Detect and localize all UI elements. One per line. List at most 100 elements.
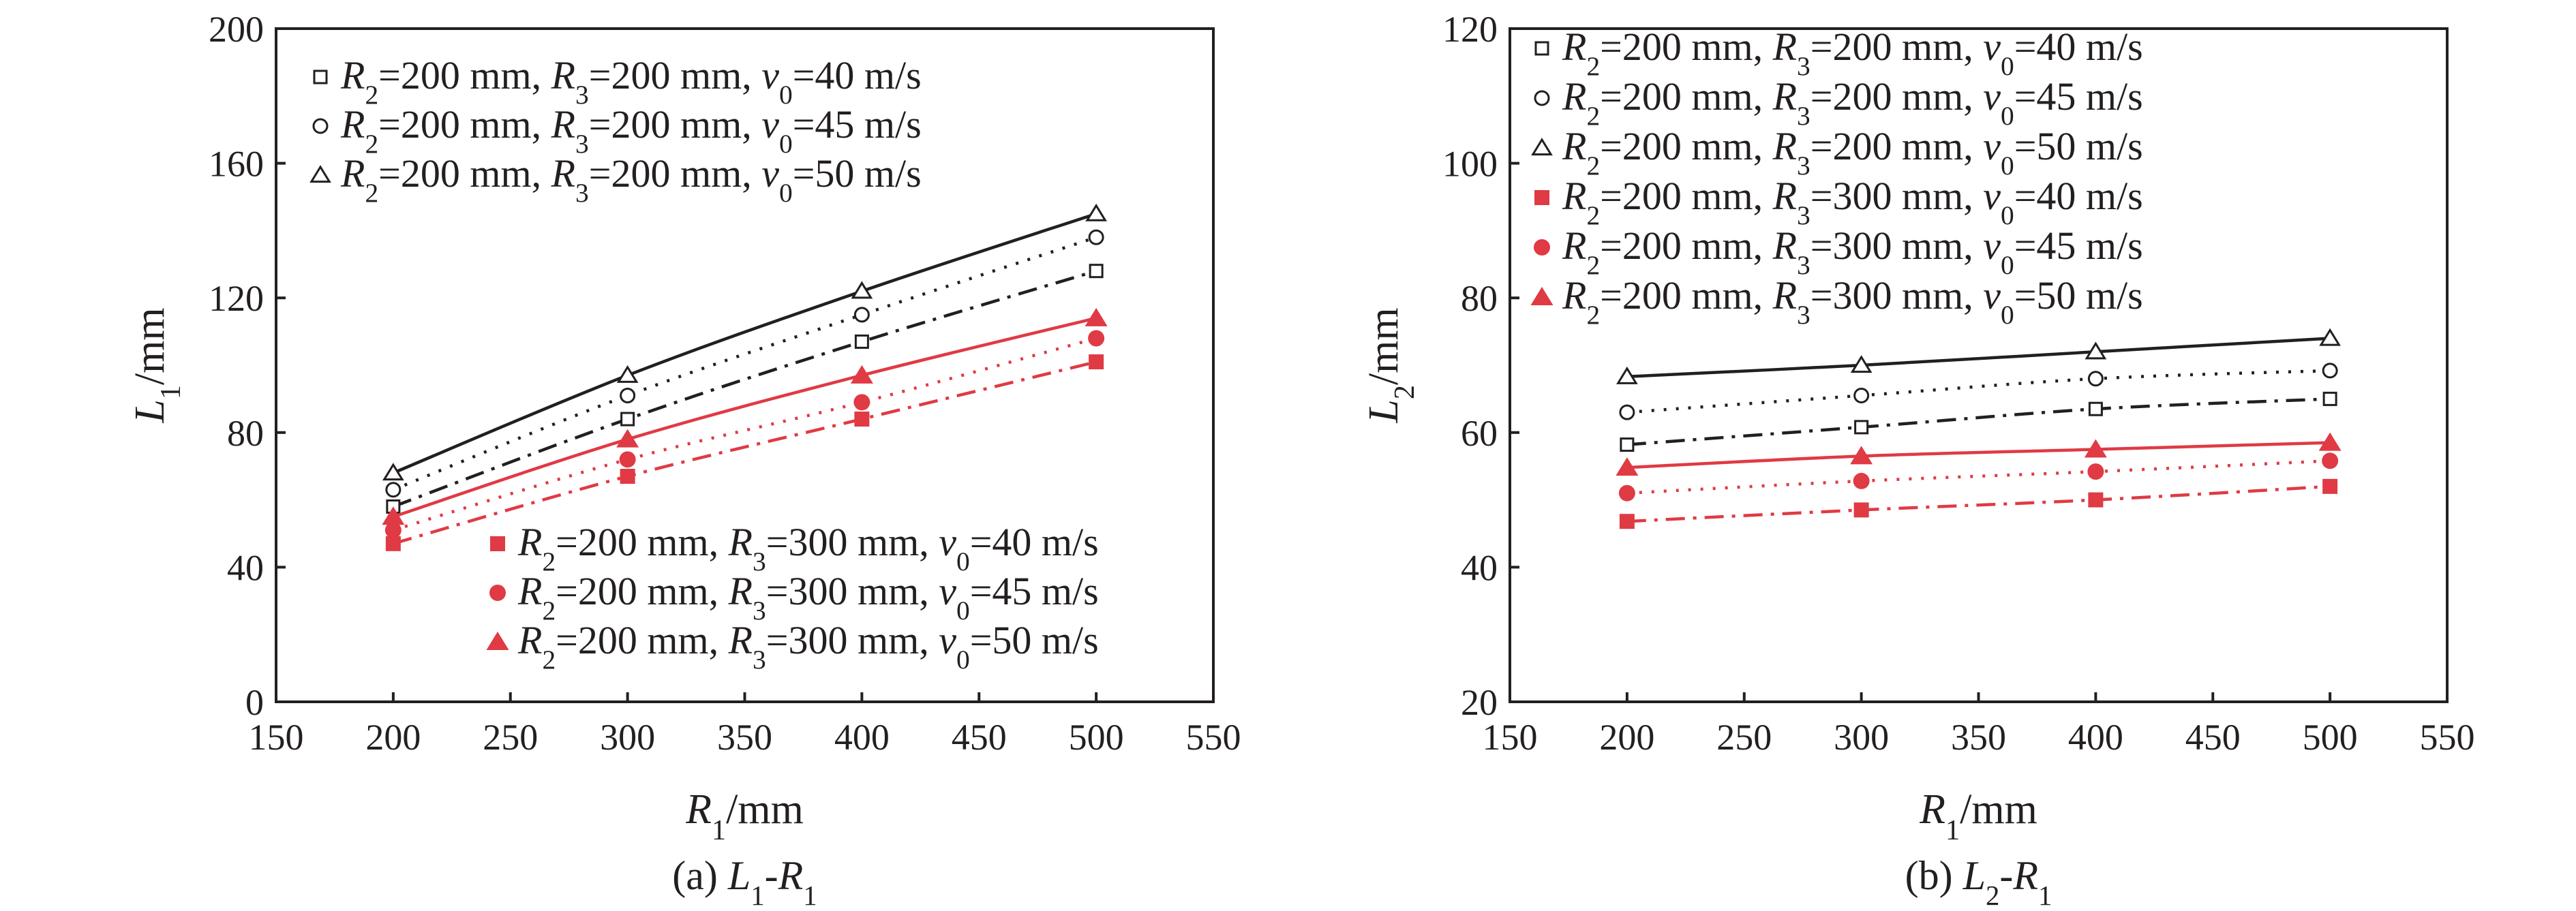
legend: R2=200 mm, R3=200 mm, v0=40 m/sR2=200 mm… (309, 53, 922, 208)
data-point (2322, 478, 2338, 494)
data-point (2087, 371, 2104, 387)
series-line (393, 269, 1097, 508)
series-4 (385, 354, 1104, 551)
x-tick-label: 300 (600, 717, 655, 758)
legend-entry: R2=200 mm, R3=200 mm, v0=40 m/s (1562, 25, 2143, 81)
x-tick-label: 400 (834, 717, 890, 758)
series-5 (384, 330, 1105, 539)
series-line (1626, 484, 2331, 523)
panel-caption: (a) L1-R1 (672, 853, 817, 911)
data-point (1853, 502, 1869, 518)
series-line (393, 236, 1097, 491)
data-point (385, 482, 401, 498)
series-3 (1616, 328, 2341, 384)
data-point (1616, 457, 1639, 476)
data-point (2087, 463, 2104, 480)
legend-marker (309, 165, 331, 183)
data-point (1085, 203, 1107, 221)
data-point (384, 522, 401, 539)
legend-entry: R2=200 mm, R3=300 mm, v0=50 m/s (517, 618, 1099, 675)
series-2 (385, 229, 1104, 498)
y-tick-label: 200 (209, 9, 264, 50)
series-line (393, 337, 1097, 532)
series-line (1626, 369, 2331, 414)
y-tick-label: 160 (209, 144, 264, 185)
data-point (2088, 401, 2103, 416)
data-point (1616, 366, 1638, 384)
x-tick-label: 300 (1834, 717, 1889, 758)
data-point (1085, 307, 1108, 326)
panel-caption: (b) L2-R1 (1905, 853, 2052, 911)
data-point (616, 429, 639, 448)
x-tick-label: 250 (1716, 717, 1772, 758)
x-tick-label: 400 (2068, 717, 2123, 758)
legend-marker (1530, 287, 1554, 305)
legend: R2=200 mm, R3=300 mm, v0=40 m/s R2=200 mm… (486, 520, 1099, 675)
legend-marker (312, 118, 329, 134)
series-2 (1619, 362, 2338, 420)
y-tick-label: 40 (227, 547, 264, 588)
legend-entry: R2=200 mm, R3=300 mm, v0=45 m/s (1562, 223, 2143, 280)
x-tick-label: 500 (1069, 717, 1124, 758)
x-axis-title: R1/mm (685, 786, 804, 846)
series-line (1626, 337, 2331, 379)
series-line (393, 360, 1097, 545)
data-point (620, 387, 636, 403)
x-tick-label: 550 (2420, 717, 2475, 758)
data-point (619, 451, 636, 468)
series-5 (1618, 452, 2339, 501)
legend-entry: R2=200 mm, R3=300 mm, v0=40 m/s (517, 520, 1099, 576)
data-point (2084, 439, 2107, 458)
y-tick-label: 60 (1461, 413, 1498, 454)
y-axis-title: L1/mm (127, 307, 187, 423)
legend-entry: R2=200 mm, R3=200 mm, v0=40 m/s (340, 53, 922, 110)
legend-marker (1534, 239, 1550, 256)
series-line (393, 212, 1097, 475)
legend-marker (1534, 190, 1549, 205)
legend-marker (489, 585, 506, 601)
x-tick-label: 200 (365, 717, 421, 758)
data-point (1619, 404, 1635, 420)
data-point (2322, 362, 2338, 379)
data-point (1853, 472, 1870, 489)
data-point (854, 334, 869, 349)
data-point (385, 536, 401, 551)
series-3 (382, 203, 1107, 481)
x-tick-label: 150 (249, 717, 304, 758)
data-point (1853, 387, 1870, 403)
chart-panel-a: 150 200 250 300 350 400 450 500 550 0 40 80 120 160 20… (127, 9, 1241, 911)
data-point (2088, 492, 2104, 508)
y-axis-title: L2/mm (1361, 307, 1421, 423)
data-point (620, 412, 635, 427)
legend-marker (1534, 41, 1549, 56)
y-tick-label: 80 (1461, 278, 1498, 319)
series-line (1626, 459, 2331, 495)
y-tick-label: 0 (245, 682, 264, 723)
data-point (850, 365, 873, 384)
legend-entry: R2=200 mm, R3=200 mm, v0=45 m/s (340, 102, 922, 159)
x-tick-label: 200 (1599, 717, 1654, 758)
data-point (1088, 330, 1105, 347)
series-line (393, 316, 1097, 519)
data-point (1089, 264, 1104, 279)
data-point (2322, 391, 2337, 406)
legend-marker (1531, 138, 1553, 156)
x-tick-label: 450 (2185, 717, 2241, 758)
legend: R2=200 mm, R3=200 mm, v0=40 m/s R2=200 mm… (1530, 25, 2143, 330)
data-point (851, 281, 873, 299)
data-point (616, 365, 639, 383)
y-tick-label: 120 (209, 278, 264, 319)
y-tick-label: 120 (1442, 9, 1498, 50)
legend-entry: R2=200 mm, R3=200 mm, v0=50 m/s (1562, 124, 2143, 181)
legend-marker (313, 70, 328, 84)
series-line (1626, 441, 2331, 469)
data-point (1088, 229, 1104, 245)
series-4 (1619, 478, 2338, 529)
legend-entry: R2=200 mm, R3=200 mm, v0=50 m/s (340, 151, 922, 208)
data-point (1620, 437, 1635, 452)
data-point (1089, 354, 1104, 370)
series-line (1626, 397, 2331, 446)
data-point (1619, 514, 1635, 529)
legend-marker (486, 632, 509, 650)
